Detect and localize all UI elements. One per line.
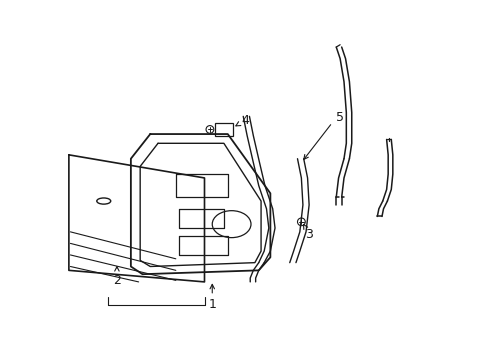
Text: 2: 2 xyxy=(113,267,121,287)
Text: 4: 4 xyxy=(235,114,249,127)
Text: 1: 1 xyxy=(208,284,216,311)
Text: 5: 5 xyxy=(335,111,344,125)
Text: 3: 3 xyxy=(303,224,312,240)
Bar xyxy=(214,122,233,136)
